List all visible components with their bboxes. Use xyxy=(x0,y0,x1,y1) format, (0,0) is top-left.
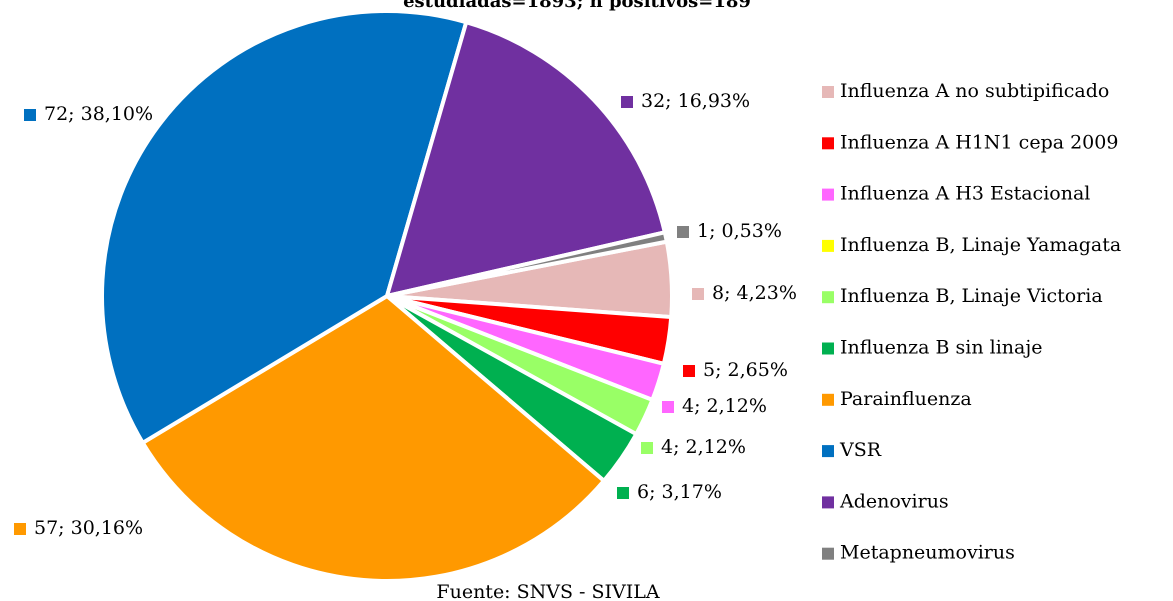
label-key xyxy=(621,96,633,108)
legend-label: Parainfluenza xyxy=(840,388,972,410)
data-label: 6; 3,17% xyxy=(637,481,722,503)
legend-label: Influenza A H3 Estacional xyxy=(840,183,1090,205)
legend-key xyxy=(822,86,834,98)
pie-slice xyxy=(100,9,469,446)
legend-key xyxy=(822,393,834,406)
label-key xyxy=(24,109,36,121)
legend-key xyxy=(822,188,834,201)
data-label: 4; 2,12% xyxy=(661,436,746,458)
label-key xyxy=(617,487,629,499)
label-key xyxy=(692,288,704,300)
legend-key xyxy=(822,137,834,150)
pie-slice xyxy=(386,229,670,298)
legend-key xyxy=(822,342,834,355)
chart-title: estudiadas=1893; n positivos=189 xyxy=(403,0,751,12)
data-label: 8; 4,23% xyxy=(712,282,797,304)
data-label: 1; 0,53% xyxy=(697,220,782,242)
legend-label: VSR xyxy=(839,439,882,461)
legend-label: Influenza B, Linaje Victoria xyxy=(840,285,1103,307)
legend-label: Metapneumovirus xyxy=(840,542,1015,564)
legend-key xyxy=(822,496,834,509)
legend-label: Influenza A H1N1 cepa 2009 xyxy=(840,131,1118,153)
data-label: 32; 16,93% xyxy=(641,90,750,112)
source: Fuente: SNVS - SIVILA xyxy=(436,581,659,601)
pie-slice xyxy=(139,293,607,583)
legend-key xyxy=(822,291,834,304)
label-key xyxy=(683,365,695,377)
label-key xyxy=(14,523,26,535)
legend-label: Influenza B, Linaje Yamagata xyxy=(840,234,1121,256)
pie-slice xyxy=(384,19,668,299)
data-label: 5; 2,65% xyxy=(703,359,788,381)
legend-label: Influenza B sin linaje xyxy=(840,337,1042,359)
label-key xyxy=(677,226,689,238)
legend-key xyxy=(822,239,834,252)
data-label: 4; 2,12% xyxy=(682,395,767,417)
legend-key xyxy=(822,445,834,458)
label-key xyxy=(641,442,653,454)
label-key xyxy=(662,401,674,413)
legend-label: Influenza A no subtipificado xyxy=(840,80,1109,102)
data-label: 57; 30,16% xyxy=(34,517,143,539)
data-label: 72; 38,10% xyxy=(44,103,153,125)
legend-label: Adenovirus xyxy=(839,490,949,512)
legend-key xyxy=(822,547,834,560)
